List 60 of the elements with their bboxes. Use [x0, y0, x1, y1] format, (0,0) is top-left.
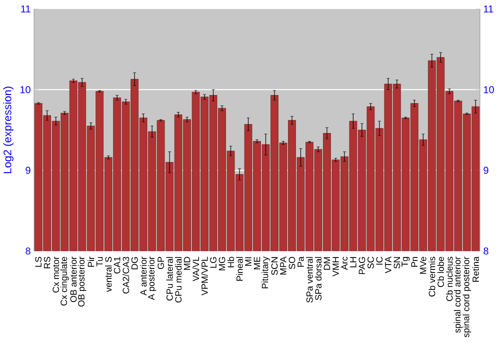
x-tick-label: Pa [298, 256, 304, 267]
x-tick-label: SCN [271, 257, 278, 276]
y2-tick-label: 10 [484, 86, 494, 94]
x-tick-label: CPu medial [174, 257, 182, 303]
x-tick-label: IC [376, 256, 383, 265]
x-tick-label: A posterior [148, 256, 156, 300]
x-tick-label: VTA [385, 256, 392, 274]
x-tick-label: VPM/VPL [201, 256, 208, 296]
x-tick-label: CA2/CA3 [122, 256, 130, 294]
y-tick-label: 11 [21, 6, 30, 12]
x-tick-label: SO [288, 256, 296, 270]
x-tick-label: spinal cord posterior [462, 256, 472, 338]
x-tick-label: MVe [420, 256, 426, 274]
y2-tick-label: 8 [484, 247, 488, 255]
x-tick-label: SC [367, 256, 374, 269]
x-tick-label: CPu lateral [166, 257, 173, 301]
x-tick-label: LS [35, 256, 42, 267]
x-tick-label: OB posterior [78, 256, 86, 307]
x-tick-label: MPA [280, 256, 286, 275]
x-tick-label: LG [210, 257, 216, 268]
x-tick-label: Pn [411, 257, 418, 267]
x-tick-label: VA/VL [192, 256, 200, 282]
x-tick-label: ventral S [105, 256, 112, 292]
x-tick-label: DM [324, 257, 330, 270]
x-tick-label: MD [184, 256, 190, 270]
y-tick-label: 9 [26, 166, 30, 174]
y-axis-title: Log2 (expression) [3, 86, 14, 174]
x-tick-label: Cb vermis [428, 256, 436, 297]
x-tick-label: Pineal [236, 257, 243, 281]
x-tick-label: A anterior [140, 256, 147, 296]
x-tick-label: spinal cord anterior [454, 256, 462, 333]
x-tick-label: Arc [341, 256, 348, 270]
x-tick-label: Hb [227, 256, 234, 268]
x-tick-label: Retina [472, 256, 479, 282]
y2-tick-label: 9 [484, 166, 488, 174]
x-tick-label: OB anterior [70, 256, 77, 302]
x-tick-label: PAG [358, 257, 366, 274]
x-tick-label: RS [44, 256, 50, 268]
x-tick-label: Pituitary [262, 256, 270, 288]
x-tick-label: Cb lobe [437, 256, 444, 288]
x-tick-label: Tg [402, 257, 410, 267]
x-tick-label: Cb nucleus [446, 256, 453, 302]
x-tick-label: Tu [96, 257, 103, 266]
x-tick-label: ME [254, 256, 260, 270]
y-tick-label: 10 [20, 86, 30, 94]
x-tick-label: Pir [88, 256, 94, 267]
x-tick-label: MI [245, 257, 252, 266]
x-tick-label: MG [218, 257, 226, 270]
x-tick-label: CA1 [114, 256, 120, 274]
y2-tick-label: 11 [484, 6, 494, 12]
x-tick-label: Cx motor [52, 256, 60, 293]
y-tick-label: 8 [26, 247, 30, 255]
x-tick-label: Cx cingulate [60, 256, 69, 306]
x-tick-label: DG [131, 257, 138, 270]
x-tick-label: GP [158, 256, 164, 270]
x-tick-label: LH [350, 257, 356, 268]
x-tick-label: SPa ventral [306, 257, 313, 303]
x-tick-label: SPa dorsal [314, 257, 322, 300]
x-tick-label: SN [394, 257, 400, 269]
x-tick-label: VMH [332, 257, 339, 276]
